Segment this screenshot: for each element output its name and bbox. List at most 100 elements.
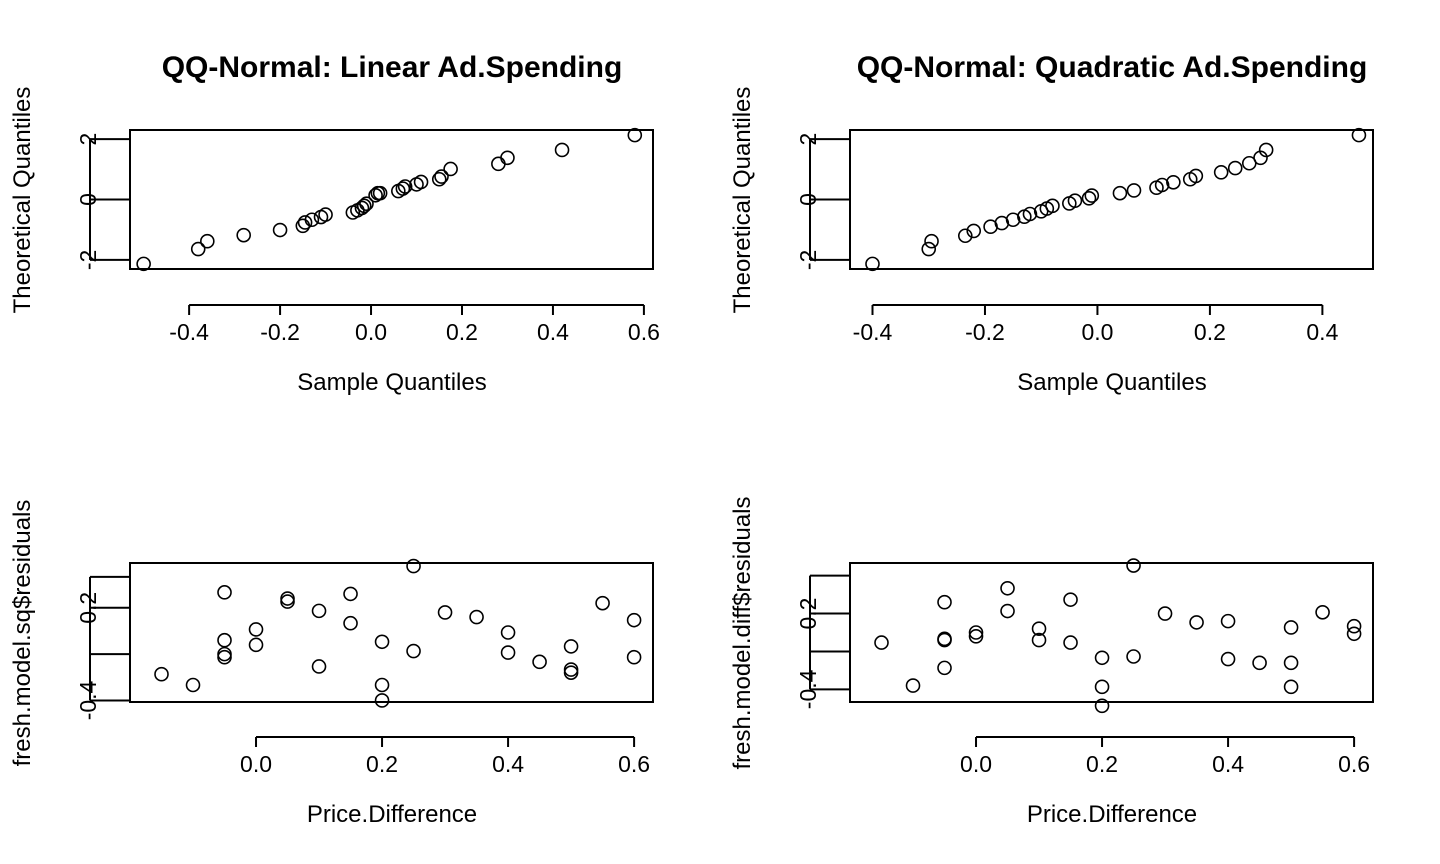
data-point [200,233,215,249]
data-point [1112,185,1128,201]
data-point [297,215,313,230]
data-point [397,179,413,194]
data-point [1220,651,1236,667]
data-point [563,665,579,680]
panel-title: QQ-Normal: Linear Ad.Spending [162,51,623,84]
y-axis-label: Theoretical Quantiles [9,87,36,314]
data-point [443,161,458,177]
data-point [1081,190,1097,206]
x-axis-label: Price.Difference [1027,801,1197,828]
data-point [354,200,370,216]
data-point [1258,142,1274,158]
data-point [1227,160,1243,176]
data-point [356,198,372,214]
data-point [469,609,484,625]
y-tick-label: 0.2 [795,598,821,630]
data-point [154,666,169,682]
data-point [1213,165,1229,180]
data-point [280,594,295,609]
data-point [311,659,327,674]
data-point [431,171,447,187]
data-point [595,595,610,611]
data-point [1094,650,1110,666]
data-point [185,677,201,693]
y-tick-label: 0.2 [75,592,101,624]
data-point [626,612,642,628]
data-point [1063,635,1078,650]
data-point [1005,212,1021,228]
data-point [311,603,327,619]
data-point [500,150,515,166]
data-point [1346,626,1362,642]
data-point [968,625,984,640]
data-point [272,222,288,238]
data-point [406,558,421,574]
plot-marks: -0.4 -0.2 0.0 0.2 0.4 -2 0 2 [795,127,1367,345]
data-point [937,594,952,610]
data-point [413,174,429,190]
x-axis-label: Sample Quantiles [1017,369,1206,396]
data-point [395,181,411,196]
data-point [1045,198,1060,214]
data-point [1126,649,1141,664]
data-point [563,639,579,654]
data-point [1094,698,1110,714]
data-point [359,196,374,212]
y-axis-label: fresh.model.sq$residuals [9,500,36,767]
data-point [217,585,232,600]
data-point [1000,603,1015,619]
data-point [921,241,937,257]
data-point [937,632,952,648]
x-tick-label: 0.4 [1306,319,1338,345]
data-point [1031,632,1047,648]
x-tick-label: 0.6 [618,751,650,777]
data-point [924,233,939,249]
data-point [1126,558,1141,573]
data-point [1283,620,1299,635]
y-axis-label: fresh.model.diff$residuals [729,496,756,769]
x-tick-label: 0.2 [366,751,398,777]
data-point [500,645,516,660]
x-axis-label: Price.Difference [307,801,477,828]
x-axis-label: Sample Quantiles [297,369,486,396]
data-point [1315,604,1330,620]
data-point [217,632,232,648]
x-tick-label: 0.2 [446,319,478,345]
data-point [627,127,643,143]
x-tick-label: 0.6 [628,319,660,345]
y-tick-label: 2 [795,133,821,146]
panel-title: QQ-Normal: Quadratic Ad.Spending [857,51,1368,84]
data-point [217,649,232,665]
data-point [190,241,206,257]
data-point [1022,206,1038,222]
data-point [1220,613,1236,629]
y-tick-label: 0 [75,193,101,206]
data-point [406,643,421,659]
y-tick-label: -0.4 [75,680,101,720]
data-point [1084,188,1100,203]
y-axis-label: Theoretical Quantiles [729,87,756,314]
data-point [1188,168,1204,184]
x-tick-label: 0.4 [1212,751,1244,777]
data-point [374,634,390,650]
data-point [318,207,333,222]
data-point [1283,679,1299,695]
y-tick-label: 0 [795,193,821,206]
data-point [626,649,642,665]
data-point [343,586,358,602]
data-point [1126,183,1142,198]
data-point [937,660,952,676]
data-point [236,227,251,243]
plot-marks: -0.4 -0.2 0.0 0.2 0.4 0.6 -2 0 2 [75,127,660,345]
panel-qq-quadratic: QQ-Normal: Quadratic Ad.Spending Sample … [729,51,1374,396]
plot-marks: 0.0 0.2 0.4 0.6 -0.4 0.2 [795,558,1370,777]
x-tick-label: 0.2 [1194,319,1226,345]
data-point [1157,606,1173,621]
data-point [1000,580,1015,596]
plot-frame [129,562,654,703]
x-tick-label: 0.0 [1081,319,1113,345]
data-point [248,622,264,637]
x-tick-label: 0.0 [960,751,992,777]
